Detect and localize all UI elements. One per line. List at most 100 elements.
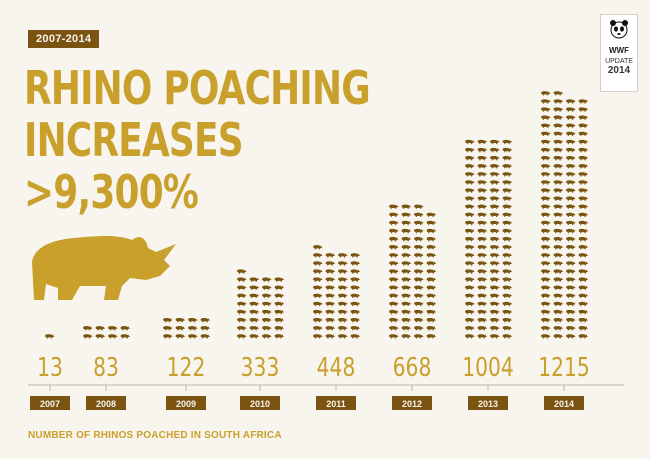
rhino-mark-2014 (541, 293, 551, 299)
rhino-mark-2011 (313, 334, 323, 339)
year-badge-2012 (392, 396, 432, 410)
rhino-mark-2013 (490, 301, 500, 307)
rhino-mark-2009 (188, 334, 198, 339)
title-line-1: RHINO POACHING (24, 61, 371, 115)
rhino-mark-2014 (553, 188, 564, 193)
rhino-mark-2014 (541, 196, 551, 201)
rhino-mark-2010 (249, 301, 260, 307)
rhino-mark-2011 (350, 334, 361, 339)
rhino-mark-2008 (120, 334, 131, 339)
rhino-mark-2008 (95, 326, 106, 331)
rhino-mark-2014 (566, 318, 576, 323)
rhino-mark-2012 (389, 334, 399, 339)
rhino-mark-2010 (274, 293, 285, 299)
rhino-mark-2014 (566, 326, 576, 331)
rhino-mark-2014 (578, 285, 589, 290)
rhino-mark-2014 (541, 334, 551, 339)
rhino-mark-2011 (313, 285, 323, 290)
rhino-mark-2014 (553, 139, 564, 145)
rhino-mark-2011 (338, 277, 348, 282)
rhino-mark-2012 (389, 277, 399, 282)
rhino-mark-2012 (414, 326, 424, 331)
value-label-2013: 1004 (462, 353, 514, 383)
rhino-mark-2012 (426, 245, 437, 250)
rhino-mark-2013 (502, 139, 513, 145)
rhino-mark-2014 (566, 204, 576, 209)
rhino-mark-2013 (502, 196, 513, 201)
rhino-mark-2011 (325, 318, 336, 323)
rhino-mark-2010 (262, 293, 272, 299)
rhino-mark-2011 (313, 253, 323, 258)
rhino-mark-2012 (414, 318, 424, 323)
rhino-mark-2014 (578, 237, 589, 242)
rhino-mark-2010 (237, 326, 247, 331)
rhino-mark-2012 (426, 253, 437, 258)
rhino-mark-2012 (426, 237, 437, 242)
rhino-mark-2012 (426, 220, 437, 226)
rhino-mark-2014 (541, 164, 551, 169)
rhino-mark-2013 (502, 326, 513, 331)
rhino-mark-2013 (502, 269, 513, 274)
rhino-mark-2012 (401, 212, 412, 218)
year-badge-2009 (166, 396, 206, 410)
value-label-2014: 1215 (538, 353, 590, 383)
rhino-mark-2013 (490, 196, 500, 201)
rhino-mark-2013 (477, 253, 488, 258)
rhino-mark-2014 (566, 253, 576, 258)
rhino-mark-2013 (490, 318, 500, 323)
year-badge-2010 (240, 396, 280, 410)
rhino-mark-2014 (578, 131, 589, 137)
rhino-mark-2013 (490, 212, 500, 218)
wwf-label: WWF (609, 46, 629, 55)
rhino-mark-2011 (350, 277, 361, 282)
rhino-mark-2014 (578, 301, 589, 307)
rhino-mark-2012 (389, 318, 399, 323)
rhino-mark-2011 (313, 277, 323, 282)
rhino-mark-2010 (237, 309, 247, 315)
rhino-mark-2011 (338, 301, 348, 307)
rhino-mark-2013 (490, 164, 500, 169)
page-title: RHINO POACHING INCREASES >9,300% (24, 61, 371, 218)
rhino-mark-2012 (426, 277, 437, 282)
rhino-mark-2010 (249, 277, 260, 282)
rhino-mark-2014 (566, 156, 576, 161)
rhino-mark-2014 (553, 228, 564, 234)
rhino-mark-2010 (274, 318, 285, 323)
rhino-mark-2014 (566, 107, 576, 112)
footer-caption: NUMBER OF RHINOS POACHED IN SOUTH AFRICA (28, 430, 282, 441)
rhino-mark-2012 (401, 245, 412, 250)
rhino-mark-2010 (274, 301, 285, 307)
rhino-mark-2014 (578, 261, 589, 266)
rhino-mark-2014 (566, 261, 576, 266)
rhino-mark-2013 (502, 318, 513, 323)
rhino-mark-2013 (465, 285, 475, 290)
year-badge-2014 (544, 396, 584, 410)
rhino-mark-2014 (553, 301, 564, 307)
rhino-mark-2011 (338, 285, 348, 290)
rhino-mark-2013 (490, 334, 500, 339)
rhino-mark-2012 (389, 285, 399, 290)
rhino-mark-2010 (237, 293, 247, 299)
rhino-mark-2012 (389, 261, 399, 266)
rhino-mark-2011 (313, 301, 323, 307)
rhino-mark-2014 (566, 277, 576, 282)
rhino-mark-2012 (389, 228, 399, 234)
rhino-mark-2009 (200, 334, 211, 339)
rhino-mark-2010 (274, 334, 285, 339)
year-label-2008: 2008 (96, 399, 116, 409)
rhino-mark-2010 (262, 285, 272, 290)
rhino-mark-2013 (477, 212, 488, 218)
rhino-mark-2012 (389, 220, 399, 226)
rhino-mark-2014 (541, 237, 551, 242)
rhino-mark-2011 (325, 261, 336, 266)
rhino-mark-2013 (490, 277, 500, 282)
rhino-mark-2012 (401, 318, 412, 323)
rhino-mark-2010 (262, 334, 272, 339)
rhino-mark-2014 (578, 188, 589, 193)
rhino-mark-2012 (389, 253, 399, 258)
rhino-mark-2014 (566, 164, 576, 169)
rhino-mark-2011 (338, 309, 348, 315)
rhino-mark-2012 (389, 309, 399, 315)
rhino-mark-2014 (553, 334, 564, 339)
